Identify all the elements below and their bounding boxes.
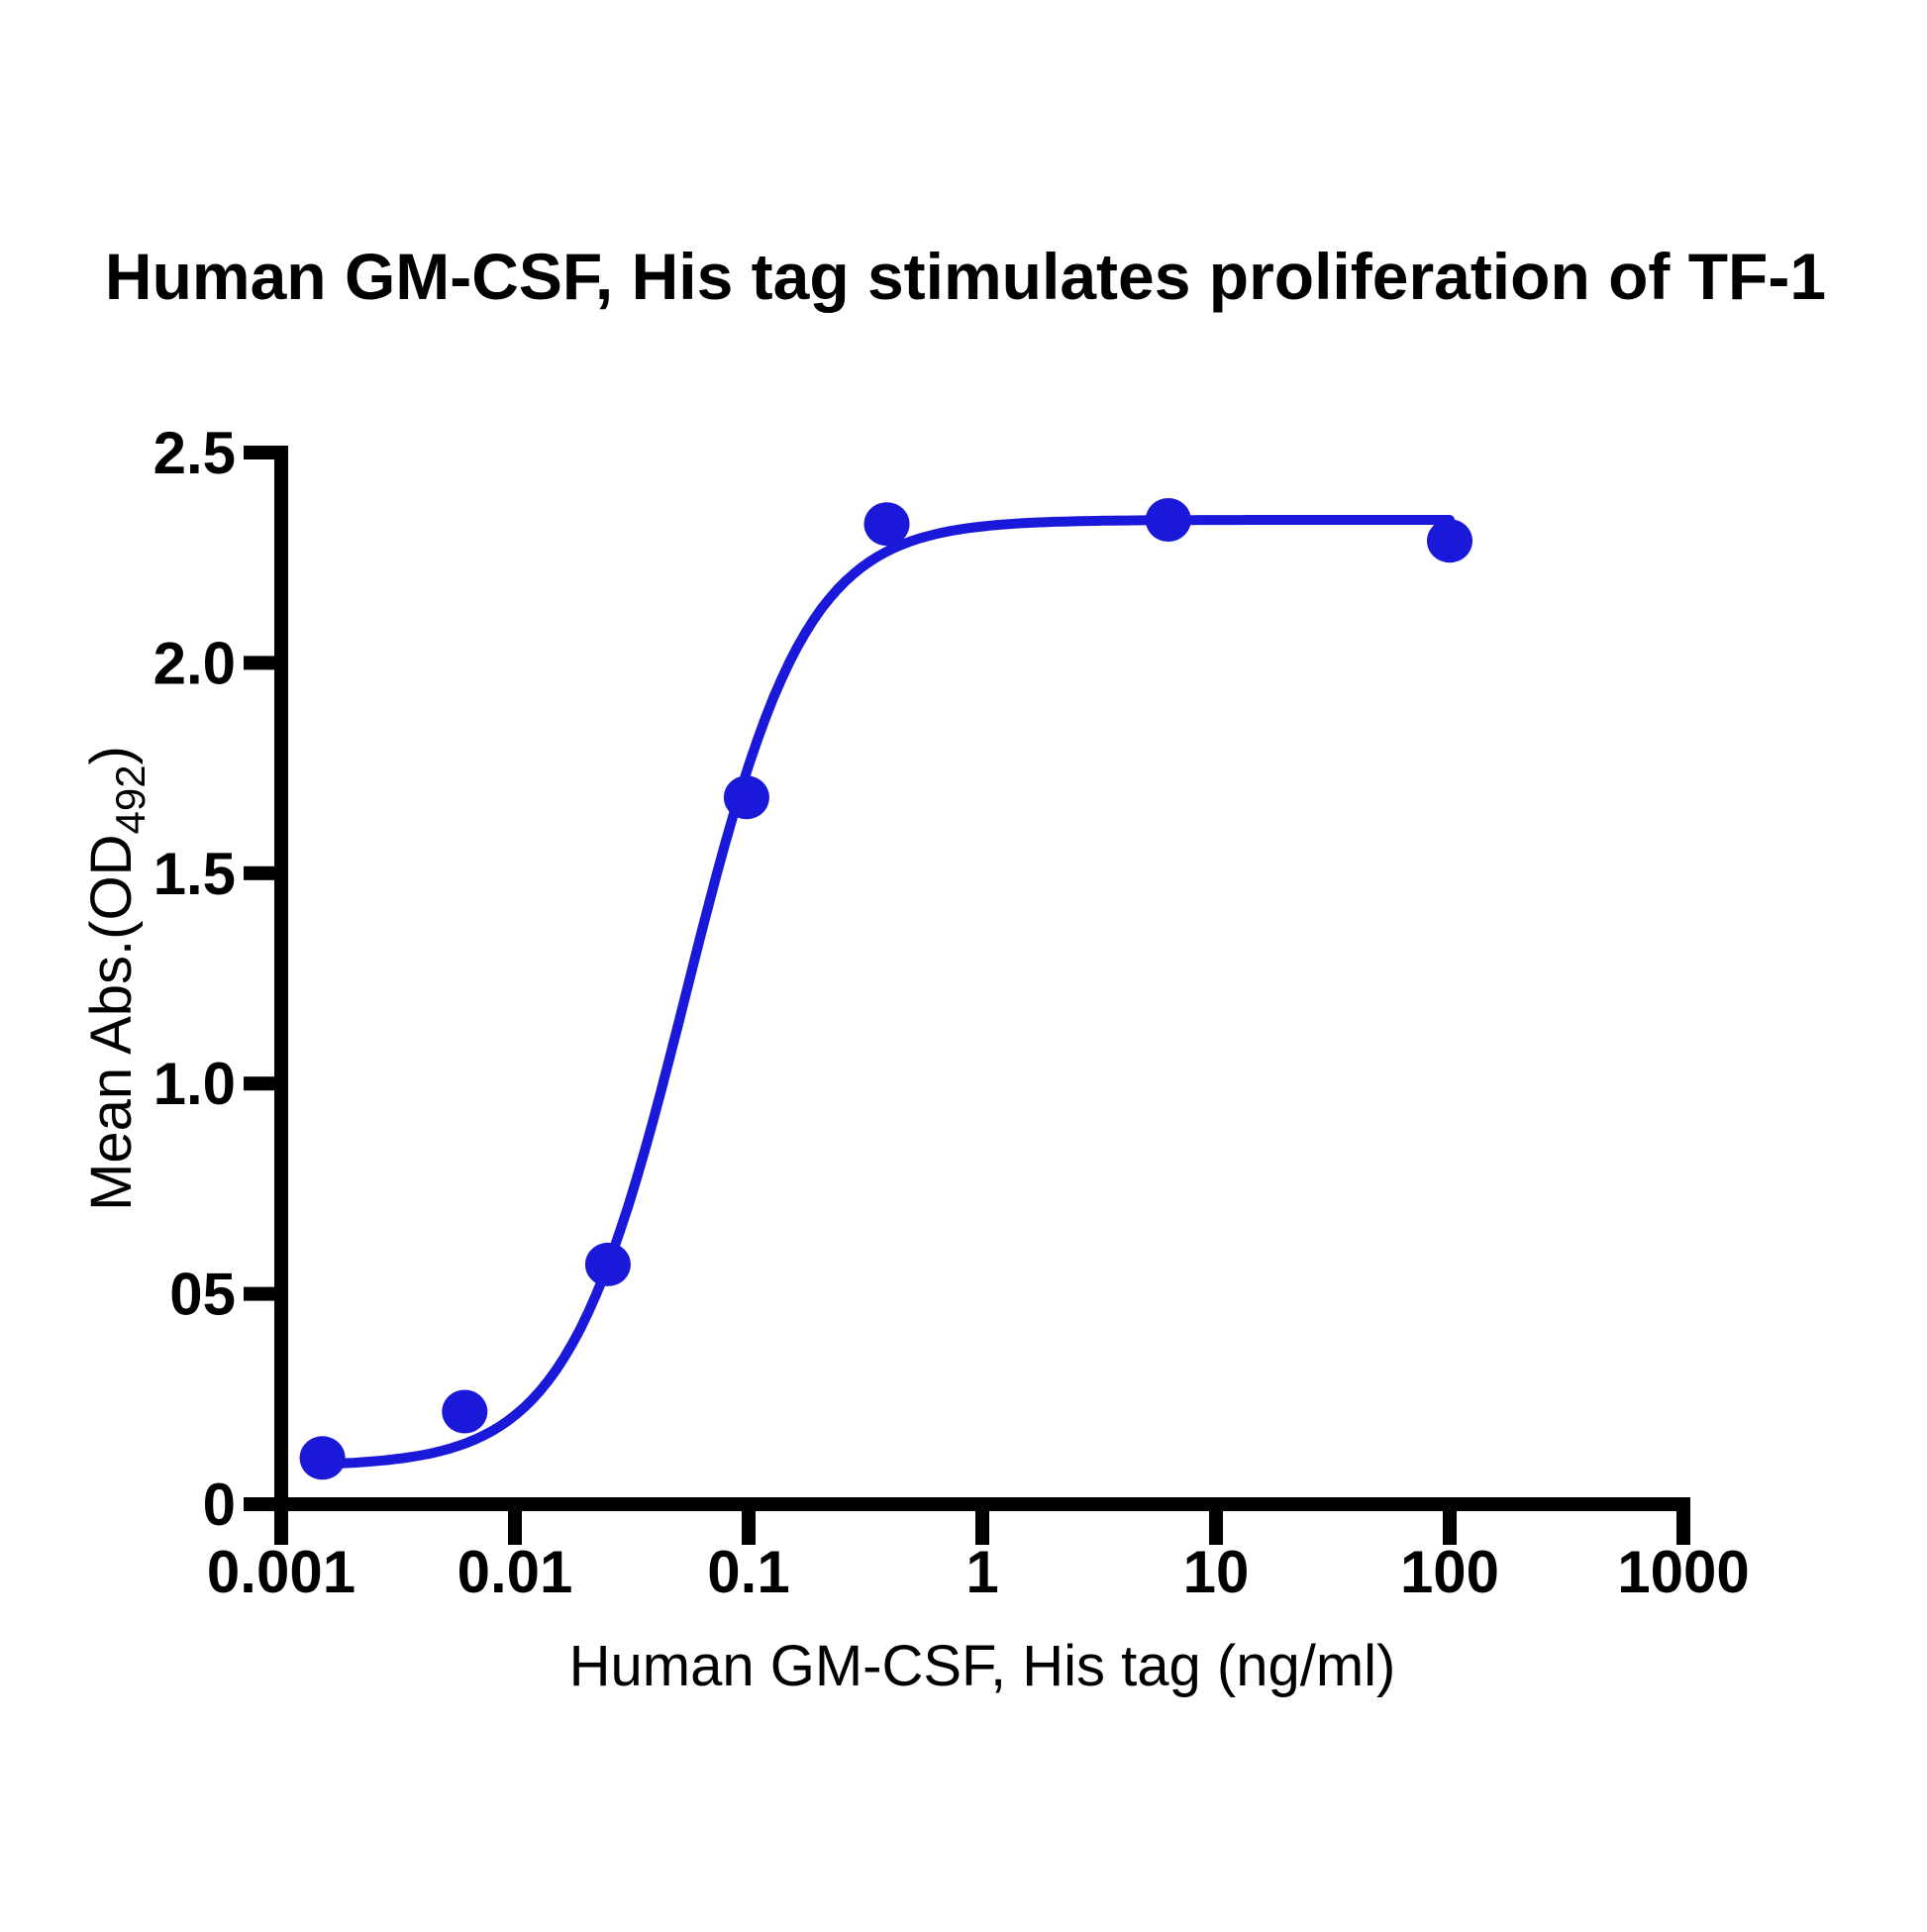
y-tick-label: 2.5 xyxy=(153,420,236,486)
y-axis-title-close: ) xyxy=(79,746,144,764)
x-tick-label: 10 xyxy=(1183,1539,1250,1605)
data-point-marker xyxy=(863,502,910,547)
x-axis-line xyxy=(244,1497,1690,1511)
y-tick-label: 1.0 xyxy=(153,1051,236,1117)
x-tick-label: 0.1 xyxy=(707,1539,789,1605)
y-axis-title-subscript: 492 xyxy=(107,764,153,834)
data-point-marker xyxy=(723,775,769,820)
y-tick-mark xyxy=(244,1286,288,1301)
y-tick-label: 05 xyxy=(169,1262,236,1328)
y-tick-mark xyxy=(244,446,288,459)
data-point-marker xyxy=(1427,519,1472,563)
y-tick-label: 0 xyxy=(203,1472,236,1538)
y-axis-line xyxy=(274,446,288,1511)
axes-frame xyxy=(244,446,1690,1511)
y-tick-mark xyxy=(244,1076,288,1091)
y-tick-label: 2.0 xyxy=(153,630,236,696)
data-point-marker xyxy=(442,1389,488,1434)
y-tick-label: 1.5 xyxy=(153,841,236,907)
y-tick-mark xyxy=(244,1497,288,1511)
x-tick-mark xyxy=(742,1497,756,1545)
x-tick-label: 1000 xyxy=(1617,1539,1749,1605)
fit-curve xyxy=(317,515,1455,1470)
x-axis-ticks: 0.001 0.01 0.1 1 10 100 1000 xyxy=(207,1497,1750,1605)
y-axis-ticks: 0 05 1.0 1.5 2.0 2.5 xyxy=(153,420,288,1538)
data-point-marker xyxy=(1145,498,1191,542)
x-tick-label: 1 xyxy=(965,1539,998,1605)
y-tick-mark xyxy=(244,865,288,880)
x-tick-label: 0.01 xyxy=(457,1539,573,1605)
x-tick-mark xyxy=(1209,1497,1223,1545)
y-axis-title: Mean Abs.(OD492) xyxy=(79,746,153,1211)
x-axis-title: Human GM-CSF, His tag (ng/ml) xyxy=(569,1634,1396,1698)
data-point-marker xyxy=(584,1242,631,1286)
data-point-marker xyxy=(299,1436,346,1480)
y-tick-mark xyxy=(244,656,288,670)
x-tick-label: 100 xyxy=(1400,1539,1499,1605)
x-tick-mark xyxy=(1443,1497,1457,1545)
data-series-gm-csf xyxy=(299,498,1472,1480)
x-tick-mark xyxy=(1676,1497,1690,1545)
x-tick-mark xyxy=(975,1497,989,1545)
x-tick-label: 0.001 xyxy=(207,1539,355,1605)
x-tick-mark xyxy=(508,1497,522,1545)
chart-title: Human GM-CSF, His tag stimulates prolife… xyxy=(105,240,1826,313)
y-axis-title-main: Mean Abs.(OD xyxy=(79,835,144,1211)
